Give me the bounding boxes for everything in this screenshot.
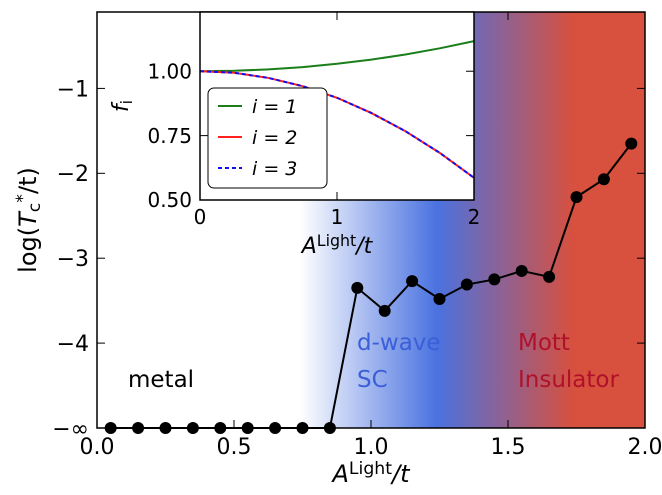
- y-tick-label: 1.00: [147, 59, 192, 83]
- y-tick-label: −4: [57, 332, 89, 357]
- y-tick-label: −3: [57, 247, 89, 272]
- data-point: [433, 292, 446, 305]
- label-part: c: [25, 203, 45, 213]
- x-tick-label: 0.5: [217, 435, 252, 460]
- label-part: Light: [349, 459, 392, 479]
- data-line: [199, 70, 475, 179]
- data-point: [570, 191, 583, 204]
- data-point: [488, 273, 501, 286]
- y-tick-label: −1: [57, 77, 89, 102]
- x-tick-label: 1.0: [354, 435, 389, 460]
- label-part: /t): [14, 167, 42, 194]
- y-tick-label: −∞: [52, 417, 89, 442]
- label-part: /t: [390, 460, 411, 488]
- label-part: i: [117, 100, 136, 104]
- legend-label: i = 3: [252, 158, 297, 180]
- annotation: d-wave: [357, 330, 441, 356]
- x-tick-label: 1.5: [491, 435, 526, 460]
- axis-label: fi: [109, 100, 136, 112]
- annotation: metal: [128, 367, 194, 393]
- axis-label: log(Tc*/t): [13, 167, 45, 273]
- label-part: A: [330, 460, 348, 488]
- annotation: SC: [357, 367, 388, 393]
- legend-label: i = 1: [252, 96, 297, 118]
- label-part: A: [300, 234, 317, 259]
- annotation: Mott: [518, 330, 570, 356]
- data-point: [597, 173, 610, 186]
- x-tick-label: 2.0: [628, 435, 662, 460]
- data-point: [351, 281, 364, 294]
- label-part: /t: [354, 234, 373, 259]
- y-tick-label: 0.75: [147, 124, 192, 148]
- axis-label: ALight/t: [300, 231, 374, 259]
- legend-label: i = 2: [252, 127, 297, 149]
- legend-box: [207, 87, 328, 189]
- label-part: log(: [14, 227, 42, 273]
- data-point: [515, 264, 528, 277]
- data-point: [406, 275, 419, 288]
- label-part: Light: [317, 231, 357, 250]
- label-part: *: [13, 194, 33, 203]
- plot-frame: [199, 11, 475, 201]
- data-point: [543, 270, 556, 283]
- x-tick-label: 2: [468, 205, 481, 229]
- x-tick-label: 1: [331, 205, 344, 229]
- data-point: [460, 278, 473, 291]
- y-tick-label: 0.50: [147, 188, 192, 212]
- x-tick-label: 0: [194, 205, 207, 229]
- y-tick-label: −2: [57, 162, 89, 187]
- data-line: [199, 40, 475, 73]
- label-part: T: [14, 210, 42, 227]
- data-point: [378, 304, 391, 317]
- axis-label: ALight/t: [330, 459, 411, 488]
- annotation: Insulator: [518, 367, 619, 393]
- label-part: f: [109, 101, 134, 112]
- x-tick-label: 0.0: [80, 435, 115, 460]
- data-point: [625, 137, 638, 150]
